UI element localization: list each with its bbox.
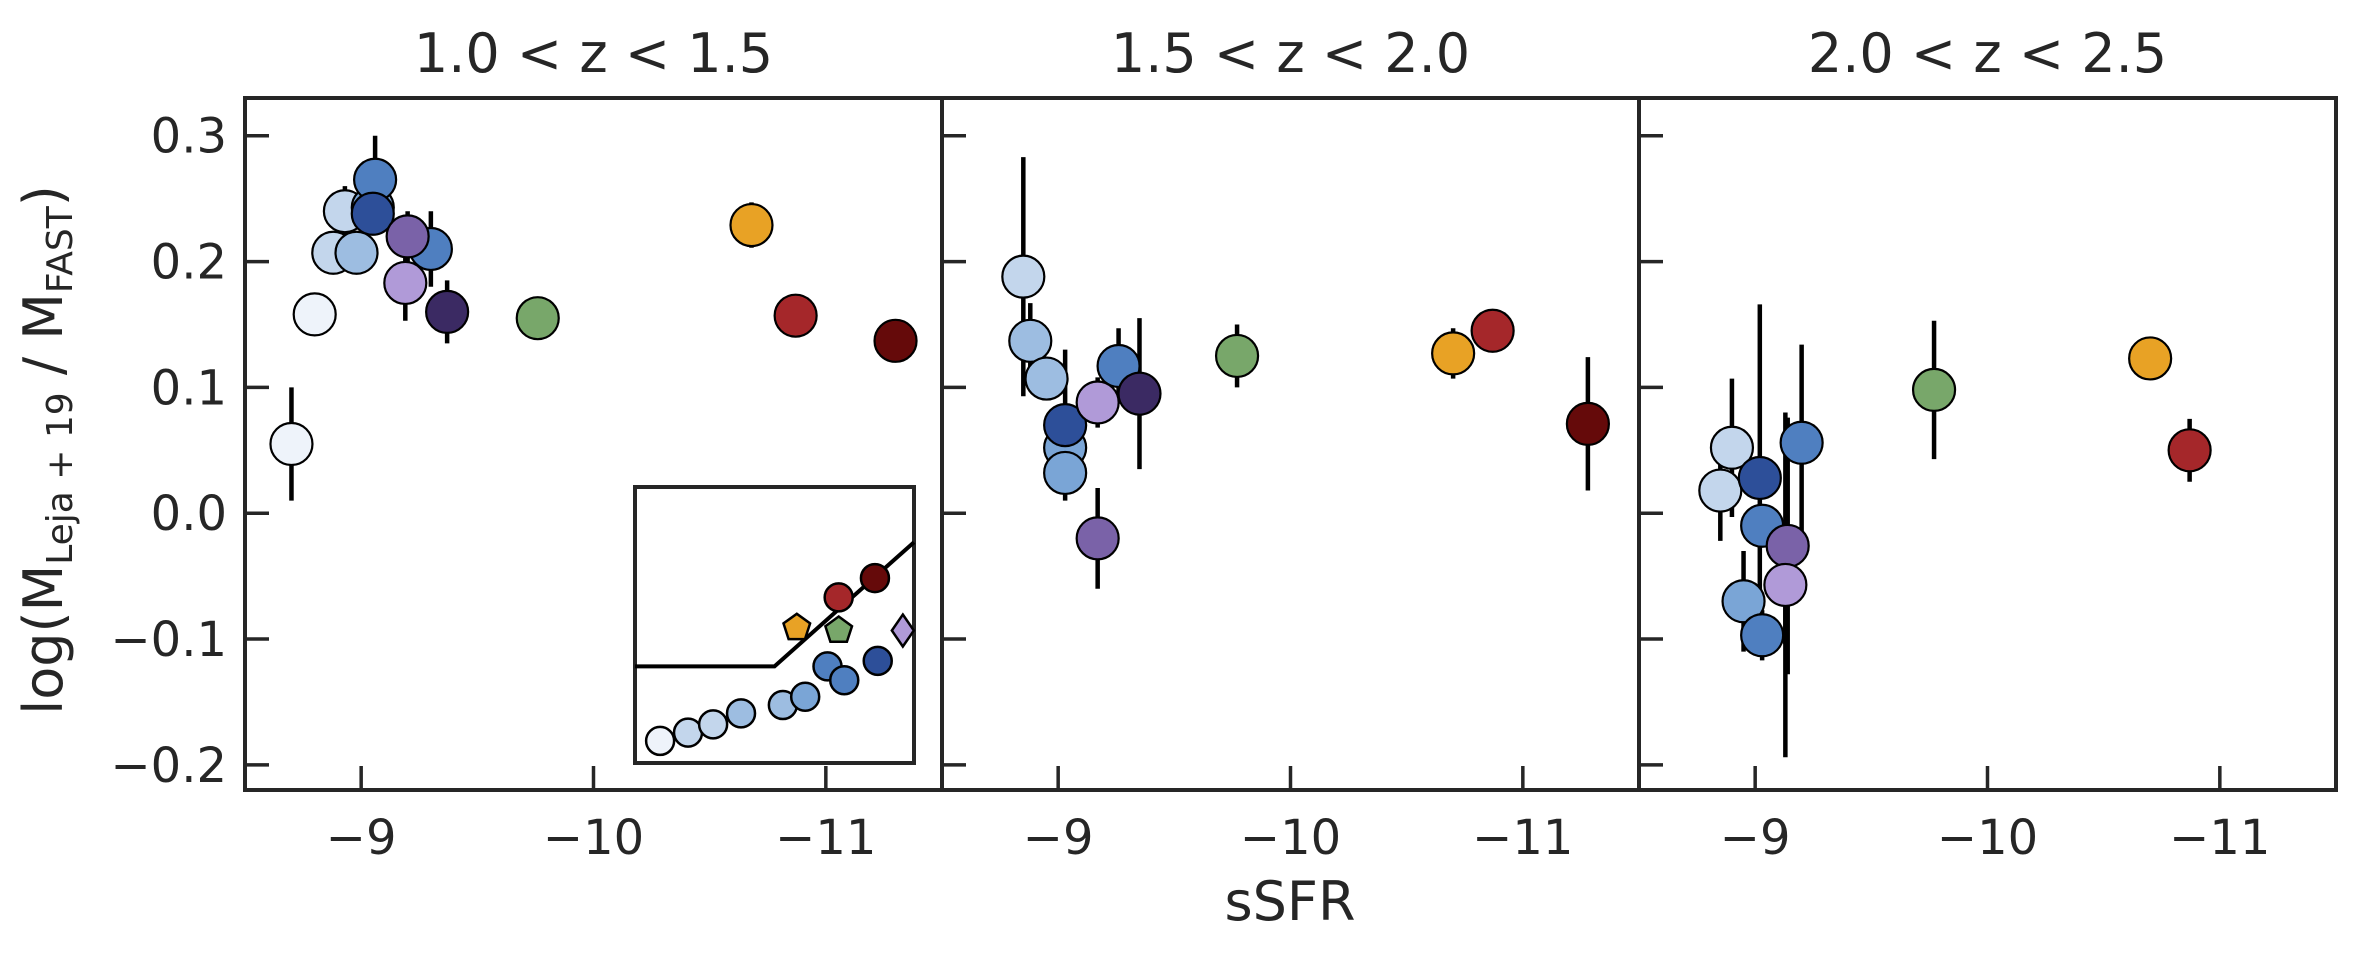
y-tick-label: −0.2 [110, 738, 227, 794]
inset-marker [725, 698, 757, 729]
panel-title: 2.0 < z < 2.5 [1808, 22, 2167, 85]
x-tick-label: −9 [1720, 810, 1791, 866]
data-point [2167, 428, 2212, 473]
x-tick-label: −11 [1472, 810, 1573, 866]
data-point [1075, 516, 1120, 561]
y-axis-label-sub2: FAST [40, 205, 81, 293]
inset-marker [672, 717, 704, 748]
inset-marker [859, 562, 891, 594]
x-tick-label: −10 [1240, 810, 1341, 866]
inset-marker [823, 614, 854, 644]
inset-marker [789, 681, 821, 713]
data-point [515, 296, 560, 341]
data-point [773, 293, 818, 338]
data-point [1698, 468, 1743, 513]
data-point [1024, 356, 1069, 401]
data-point [425, 289, 470, 334]
panel-frame [1637, 96, 2338, 792]
data-point [873, 318, 918, 363]
inset-marker [862, 645, 893, 677]
x-axis-label: sSFR [1225, 870, 1356, 933]
data-point [1075, 380, 1120, 425]
panel-2: 1.5 < z < 2.0 −9 −10 −11 [940, 22, 1641, 866]
y-tick-label: 0.0 [151, 486, 227, 542]
data-point [1001, 254, 1046, 299]
data-point [385, 214, 430, 259]
y-axis-label-sub1: Leja + 19 [40, 392, 81, 565]
data-point [1214, 333, 1260, 379]
x-tick-label: −9 [326, 810, 397, 866]
data-point [2128, 336, 2173, 381]
y-axis-label-mid: / M [12, 293, 75, 392]
inset [633, 485, 916, 765]
data-point [383, 260, 428, 306]
x-tick-label: −11 [2169, 810, 2270, 866]
x-tick-label: −10 [543, 810, 644, 866]
y-tick-label: −0.1 [110, 612, 227, 668]
inset-frame [633, 485, 916, 765]
inset-marker [697, 709, 729, 740]
y-axis-label-end: ) [12, 185, 75, 206]
data-point [1117, 371, 1162, 416]
y-tick-label: 0.1 [151, 360, 227, 416]
data-point [1779, 420, 1824, 465]
y-axis-label-base: log(M [12, 565, 75, 715]
data-point [1431, 331, 1476, 376]
inset-marker [644, 725, 676, 757]
inset-marker [890, 612, 916, 649]
panel-title: 1.0 < z < 1.5 [414, 22, 773, 85]
panel-title: 1.5 < z < 2.0 [1111, 22, 1470, 85]
data-point [350, 191, 395, 236]
y-axis-label: log(MLeja + 19 / MFAST) [12, 185, 81, 715]
inset-marker [823, 582, 854, 613]
x-tick-label: −11 [775, 810, 876, 866]
inset-marker [782, 612, 812, 641]
data-point [1043, 450, 1088, 496]
data-point [1721, 579, 1766, 624]
data-point [334, 230, 379, 275]
data-point [1765, 523, 1810, 569]
data-point [269, 421, 314, 467]
data-point [1737, 455, 1782, 501]
x-tick-label: −10 [1937, 810, 2038, 866]
x-tick-label: −9 [1023, 810, 1094, 866]
panels: 1.0 < z < 1.5 0.3 0.2 0.1 0.0 −0.1 −0.2 −9 −10 −1… [110, 22, 2338, 866]
inset-marker [829, 664, 860, 696]
data-point [1709, 425, 1755, 470]
data-point [729, 202, 774, 248]
data-point [1740, 613, 1785, 658]
data-point [1470, 308, 1515, 353]
data-point [1911, 367, 1957, 412]
panel-3: 2.0 < z < 2.5 −9 −10 −11 [1637, 22, 2338, 866]
data-point [1008, 318, 1053, 363]
y-tick-label: 0.2 [151, 235, 227, 291]
data-point [1763, 562, 1808, 608]
data-point [1565, 401, 1610, 446]
data-point [1043, 403, 1088, 448]
y-tick-label: 0.3 [151, 109, 227, 165]
panel-1: 1.0 < z < 1.5 0.3 0.2 0.1 0.0 −0.1 −0.2 −9 −10 −1… [110, 22, 944, 866]
data-point [292, 292, 337, 337]
